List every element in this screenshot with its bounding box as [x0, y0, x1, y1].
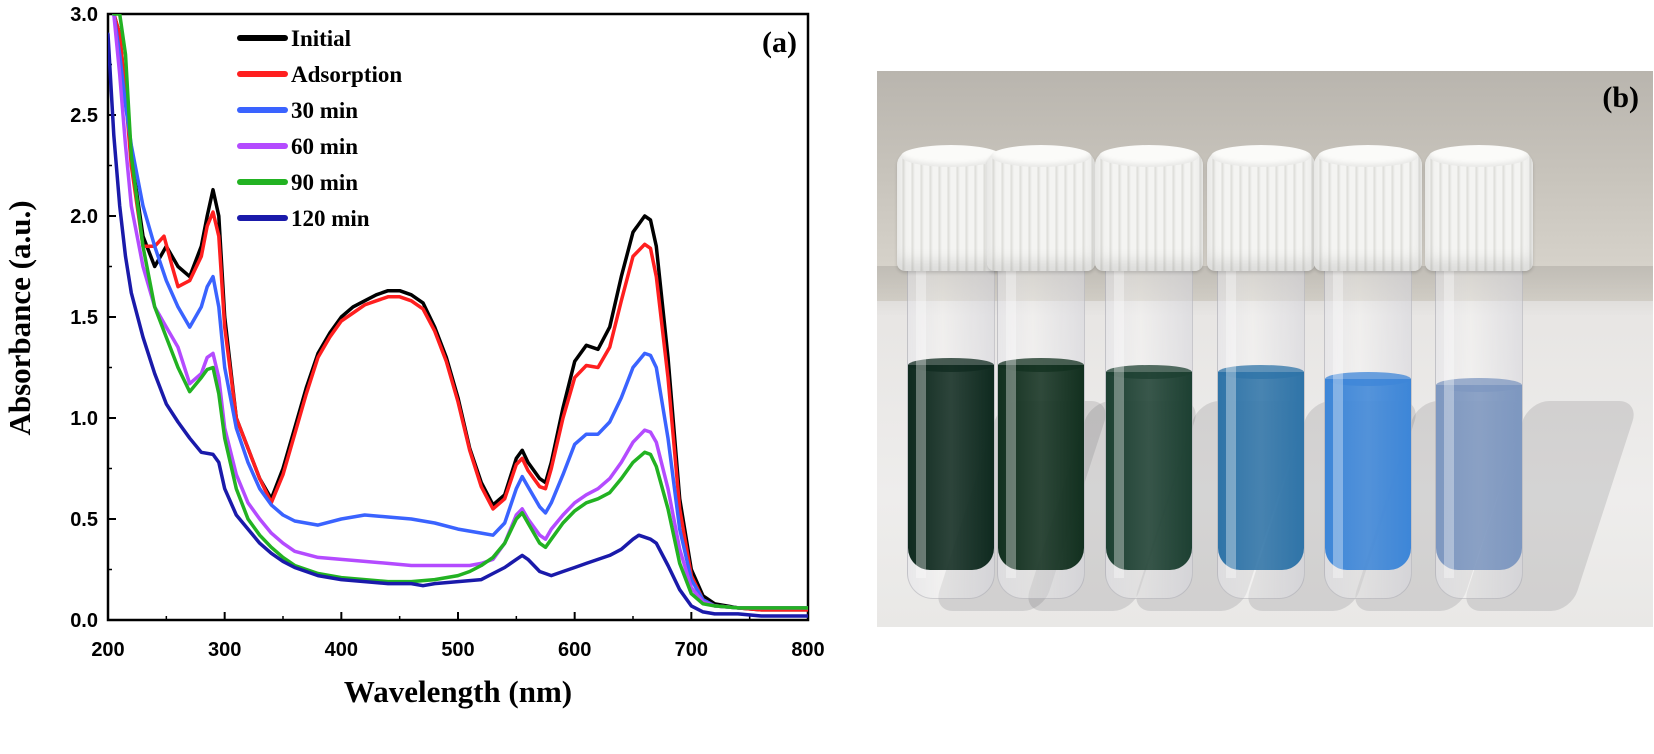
x-tick-label: 400	[325, 639, 358, 661]
series-line-90-min	[112, 14, 808, 610]
vial-gloss	[1444, 270, 1454, 578]
x-tick-label: 500	[441, 639, 474, 661]
vial-cap-top	[1211, 145, 1311, 167]
vial	[1425, 145, 1640, 621]
vial-meniscus	[998, 358, 1084, 373]
vial-tube	[1435, 269, 1523, 599]
series-lines	[108, 14, 808, 618]
vial-meniscus	[1436, 378, 1522, 393]
legend-label: Initial	[291, 26, 351, 51]
vial-gloss	[1226, 270, 1236, 578]
vial-cap-top	[991, 145, 1091, 167]
series-line-adsorption	[112, 14, 808, 612]
vial	[1314, 145, 1529, 621]
y-tick-label: 0.0	[70, 610, 98, 632]
vial-cap-top	[1429, 145, 1529, 167]
vial-cap	[1425, 145, 1533, 271]
vial-meniscus	[1325, 371, 1411, 386]
vial-tube	[907, 269, 995, 599]
vial-tube	[1217, 269, 1305, 599]
series-line-initial	[112, 14, 808, 612]
y-tick-label: 2.0	[70, 206, 98, 228]
vial	[1095, 145, 1310, 621]
absorbance-chart: 200 300 400 500 600 700 800 0.0 0.5 1.0 1.5 2.0 2.5…	[2, 4, 825, 709]
vial-liquid	[1325, 378, 1411, 570]
x-axis-title: Wavelength (nm)	[344, 674, 572, 709]
x-axis-ticks: 200 300 400 500 600 700 800	[91, 612, 825, 661]
y-tick-label: 0.5	[70, 509, 98, 531]
x-tick-label: 800	[791, 639, 824, 661]
legend-label: 60 min	[291, 134, 358, 159]
y-tick-label: 3.0	[70, 4, 98, 26]
y-axis-ticks: 0.0 0.5 1.0 1.5 2.0 2.5 3.0	[70, 4, 116, 632]
x-tick-label: 300	[208, 639, 241, 661]
vial	[1207, 145, 1422, 621]
vial-meniscus	[908, 358, 994, 373]
chart-panel-label: (a)	[762, 26, 797, 59]
vial-meniscus	[1106, 365, 1192, 379]
y-tick-label: 1.0	[70, 408, 98, 430]
legend: Initial Adsorption 30 min 60 min 90 min 120 m…	[237, 26, 402, 231]
vial-cap	[1314, 145, 1422, 271]
vial-gloss	[916, 270, 926, 578]
y-axis-title: Absorbance (a.u.)	[2, 200, 37, 435]
photo-panel-label: (b)	[1602, 81, 1639, 114]
vial-gloss	[1333, 270, 1343, 578]
x-tick-label: 700	[675, 639, 708, 661]
vial-liquid	[998, 365, 1084, 570]
vial-tube	[1324, 269, 1412, 599]
legend-label: 90 min	[291, 170, 358, 195]
legend-label: 30 min	[291, 98, 358, 123]
vial-gloss	[1006, 270, 1016, 578]
chart-svg: 200 300 400 500 600 700 800 0.0 0.5 1.0 1.5 2.0 2.5…	[2, 4, 825, 709]
series-line-60-min	[112, 14, 808, 610]
y-tick-label: 1.5	[70, 307, 98, 329]
vial-cap-top	[901, 145, 1001, 167]
legend-label: 120 min	[291, 206, 370, 231]
vial-cap-top	[1099, 145, 1199, 167]
series-line-120-min	[108, 32, 808, 618]
y-tick-label: 2.5	[70, 105, 98, 127]
legend-label: Adsorption	[291, 62, 402, 87]
vial-cap	[1095, 145, 1203, 271]
vial-cap-top	[1318, 145, 1418, 167]
vial-liquid	[908, 365, 994, 570]
vial-cap	[987, 145, 1095, 271]
vial-tube	[997, 269, 1085, 599]
vial-cap	[1207, 145, 1315, 271]
vial-liquid	[1218, 372, 1304, 570]
vial	[987, 145, 1202, 621]
vial-tube	[1105, 269, 1193, 599]
x-tick-label: 200	[91, 639, 124, 661]
vial-liquid	[1436, 385, 1522, 570]
x-tick-label: 600	[558, 639, 591, 661]
vial-meniscus	[1218, 365, 1304, 379]
vial-gloss	[1114, 270, 1124, 578]
vials-photo: (b)	[877, 71, 1653, 627]
series-line-30-min	[112, 14, 808, 610]
vial-liquid	[1106, 372, 1192, 570]
